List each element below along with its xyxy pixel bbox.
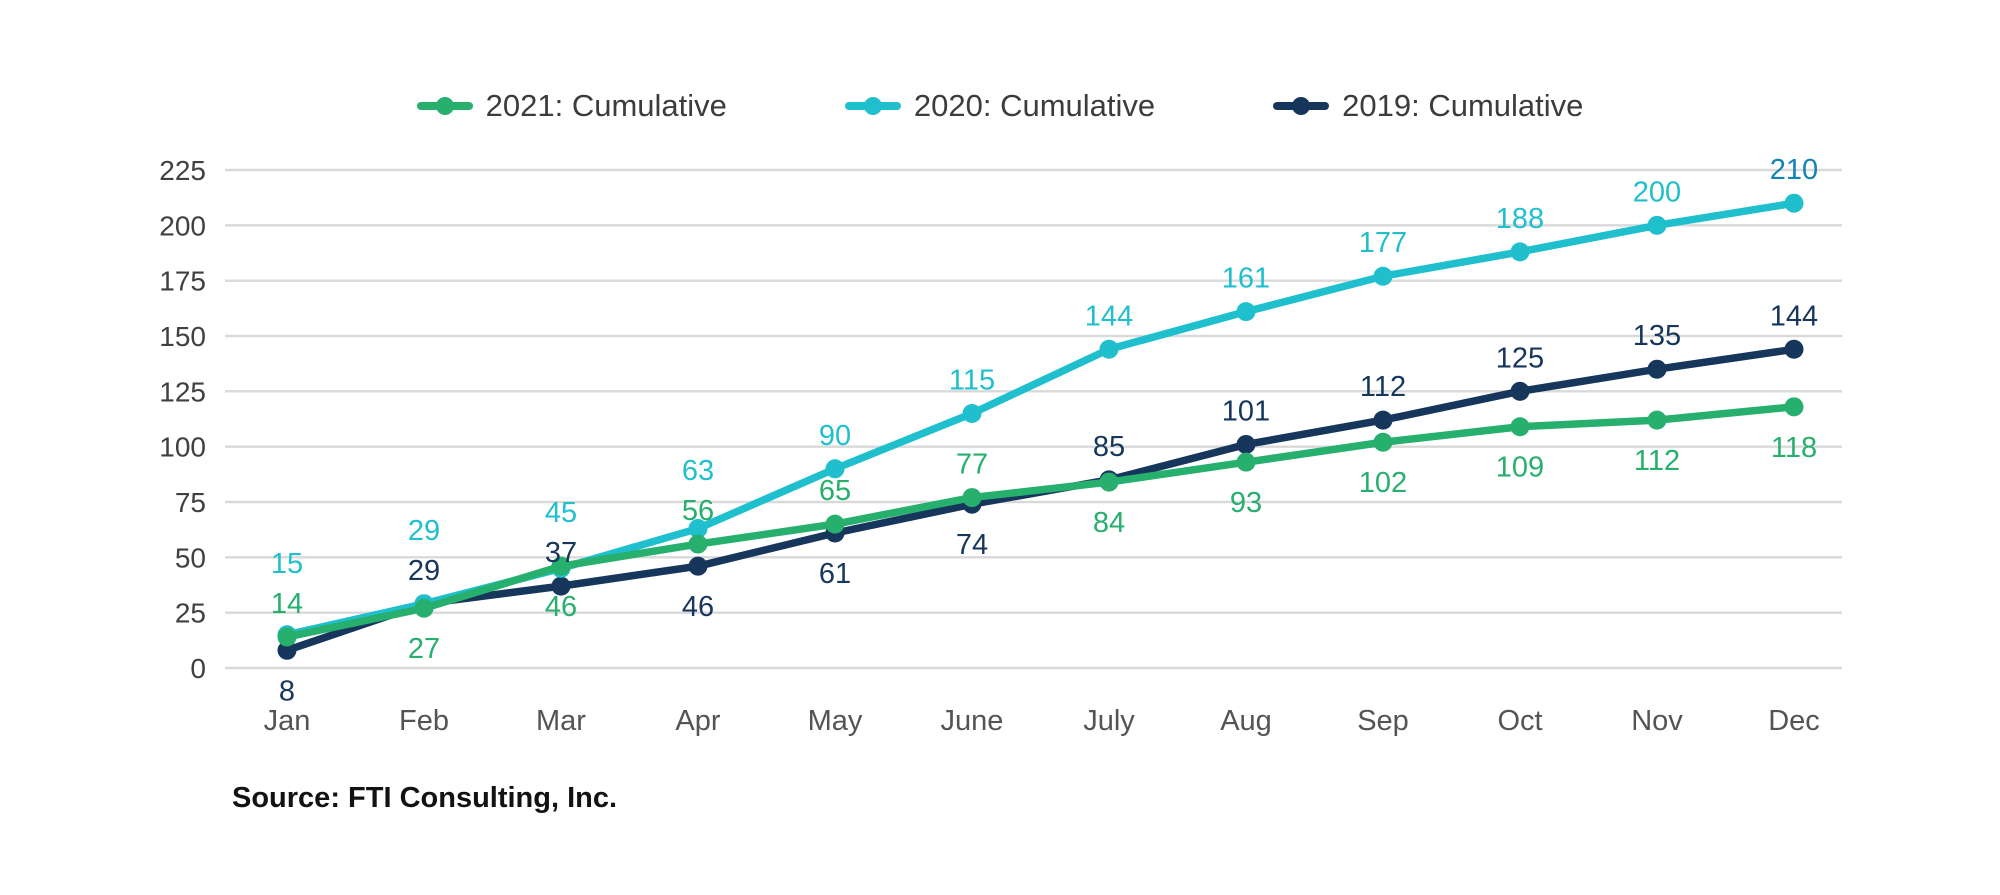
svg-text:June: June xyxy=(941,705,1004,737)
legend-marker-2019-icon xyxy=(1273,96,1330,116)
legend-marker-2021-icon xyxy=(416,96,473,116)
svg-text:37: 37 xyxy=(545,537,577,569)
svg-text:112: 112 xyxy=(1634,445,1680,477)
svg-text:200: 200 xyxy=(159,210,206,241)
svg-text:56: 56 xyxy=(682,495,714,527)
svg-text:135: 135 xyxy=(1633,320,1681,352)
svg-text:85: 85 xyxy=(1093,431,1125,463)
source-note: Source: FTI Consulting, Inc. xyxy=(232,782,618,814)
legend-item-2019: 2019: Cumulative xyxy=(1273,88,1583,124)
svg-text:102: 102 xyxy=(1359,467,1407,499)
legend-item-2021: 2021: Cumulative xyxy=(416,88,727,124)
svg-text:15: 15 xyxy=(271,548,303,580)
svg-text:Aug: Aug xyxy=(1220,705,1272,737)
svg-text:112: 112 xyxy=(1360,371,1406,403)
svg-text:109: 109 xyxy=(1496,452,1544,484)
chart-legend: 2021: Cumulative 2020: Cumulative 2019: … xyxy=(0,88,2000,124)
svg-text:46: 46 xyxy=(545,591,577,623)
svg-text:200: 200 xyxy=(1633,176,1681,208)
svg-text:188: 188 xyxy=(1496,203,1544,235)
svg-text:May: May xyxy=(808,705,863,737)
legend-item-2020: 2020: Cumulative xyxy=(844,88,1156,124)
svg-text:84: 84 xyxy=(1093,507,1125,539)
svg-text:210: 210 xyxy=(1770,154,1818,186)
svg-text:29: 29 xyxy=(408,515,440,547)
svg-text:61: 61 xyxy=(819,558,851,590)
legend-label-2019: 2019: Cumulative xyxy=(1342,88,1584,123)
svg-text:75: 75 xyxy=(175,487,206,518)
svg-text:29: 29 xyxy=(408,555,440,587)
y-axis-labels: 0 25 50 75 100 125 150 175 200 225 xyxy=(159,155,206,684)
svg-text:Dec: Dec xyxy=(1768,705,1820,737)
svg-text:125: 125 xyxy=(159,376,206,407)
svg-text:125: 125 xyxy=(1496,342,1544,374)
svg-text:144: 144 xyxy=(1085,300,1133,332)
svg-text:46: 46 xyxy=(682,591,714,623)
svg-text:101: 101 xyxy=(1222,395,1270,427)
svg-text:150: 150 xyxy=(159,321,206,352)
svg-text:118: 118 xyxy=(1771,432,1817,464)
svg-text:25: 25 xyxy=(175,598,206,629)
svg-text:100: 100 xyxy=(159,432,206,463)
svg-text:Mar: Mar xyxy=(536,705,586,737)
svg-text:0: 0 xyxy=(190,653,206,684)
svg-text:63: 63 xyxy=(682,455,714,487)
svg-text:175: 175 xyxy=(159,266,206,297)
svg-text:Oct: Oct xyxy=(1497,705,1542,737)
svg-text:8: 8 xyxy=(279,675,295,707)
svg-text:225: 225 xyxy=(159,155,206,186)
svg-text:27: 27 xyxy=(408,633,440,665)
svg-text:Sep: Sep xyxy=(1357,705,1409,737)
svg-text:77: 77 xyxy=(956,449,988,481)
svg-text:Apr: Apr xyxy=(675,705,720,737)
svg-text:50: 50 xyxy=(175,542,206,573)
svg-text:Jan: Jan xyxy=(264,705,311,737)
series-2020-line xyxy=(277,193,1804,645)
value-labels: 14 15 8 29 29 27 37 45 46 56 63 46 65 90 61 77 115 74 85 14… xyxy=(271,154,1818,707)
svg-text:90: 90 xyxy=(819,420,851,452)
x-axis-labels: Jan Feb Mar Apr May June July Aug Sep Oct Nov Dec xyxy=(264,705,1820,737)
gridlines xyxy=(225,168,1842,670)
svg-text:93: 93 xyxy=(1230,487,1262,519)
svg-text:144: 144 xyxy=(1770,300,1818,332)
svg-text:45: 45 xyxy=(545,497,577,529)
svg-text:Nov: Nov xyxy=(1631,705,1683,737)
legend-label-2021: 2021: Cumulative xyxy=(485,88,727,123)
svg-text:161: 161 xyxy=(1222,263,1270,295)
svg-text:Feb: Feb xyxy=(399,705,449,737)
svg-text:115: 115 xyxy=(949,364,995,396)
svg-text:14: 14 xyxy=(271,588,303,620)
legend-marker-2020-icon xyxy=(844,96,901,116)
svg-text:65: 65 xyxy=(819,475,851,507)
svg-text:74: 74 xyxy=(956,529,988,561)
svg-text:177: 177 xyxy=(1359,227,1407,259)
svg-text:July: July xyxy=(1083,705,1135,737)
legend-label-2020: 2020: Cumulative xyxy=(913,88,1156,123)
series-2021-line xyxy=(277,397,1804,647)
